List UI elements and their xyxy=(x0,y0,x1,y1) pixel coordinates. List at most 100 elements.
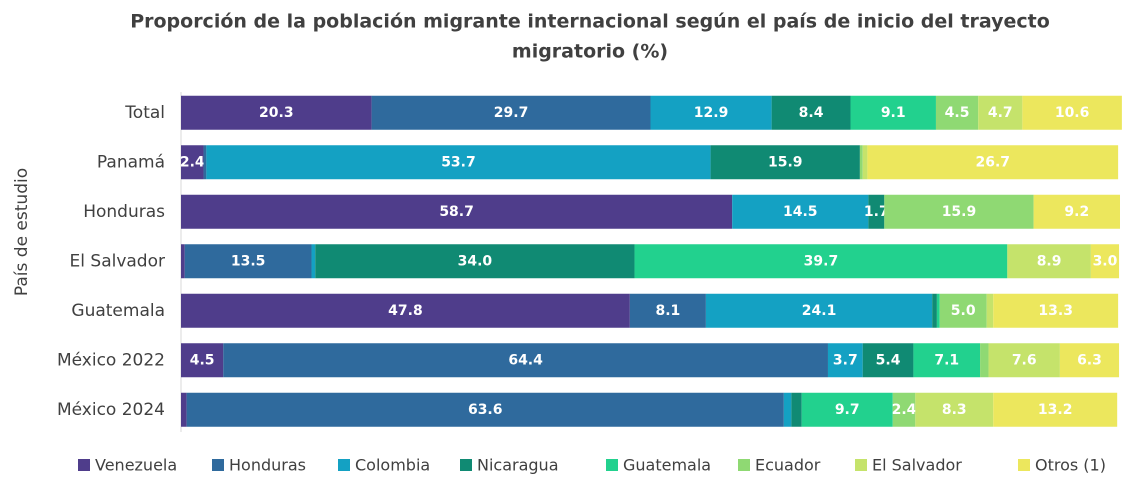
bar-segment xyxy=(203,145,207,180)
bar-segment xyxy=(181,194,733,229)
bar-segment xyxy=(223,343,828,378)
bar-segment xyxy=(913,343,981,378)
data-label: 53.7 xyxy=(441,154,476,170)
bar-segment xyxy=(1090,244,1120,279)
legend-swatch xyxy=(460,459,472,471)
bar-segment xyxy=(771,95,851,130)
data-label: 39.7 xyxy=(804,253,839,269)
data-label: 34.0 xyxy=(458,253,493,269)
bar-segment xyxy=(732,194,869,229)
bar-segment xyxy=(862,343,914,378)
legend-label: Venezuela xyxy=(95,456,177,475)
data-label: 5.4 xyxy=(876,352,901,368)
bar-segment xyxy=(980,343,989,378)
bar-segment xyxy=(1059,343,1120,378)
legend-swatch xyxy=(855,459,867,471)
bar-segment xyxy=(783,392,792,427)
bar-segment xyxy=(827,343,863,378)
chart-title: migratorio (%) xyxy=(512,41,668,63)
legend-swatch xyxy=(338,459,350,471)
y-tick-label: Guatemala xyxy=(71,301,165,321)
data-label: 10.6 xyxy=(1055,105,1090,121)
data-label: 6.3 xyxy=(1077,352,1102,368)
data-label: 4.5 xyxy=(190,352,215,368)
chart-title: Proporción de la población migrante inte… xyxy=(130,11,1050,33)
bar-segment xyxy=(867,145,1119,180)
bar-segment xyxy=(181,145,204,180)
data-label: 64.4 xyxy=(508,352,543,368)
y-tick-label: Honduras xyxy=(83,202,165,222)
bar-segment xyxy=(705,293,933,328)
bar-segment xyxy=(184,244,312,279)
bar-segment xyxy=(932,293,937,328)
legend-label: Colombia xyxy=(355,456,430,475)
data-label: 20.3 xyxy=(259,105,294,121)
legend-swatch xyxy=(738,459,750,471)
data-label: 14.5 xyxy=(783,204,818,220)
legend-label: Nicaragua xyxy=(477,456,559,475)
data-label: 15.9 xyxy=(942,204,977,220)
data-label: 3.7 xyxy=(833,352,858,368)
bar-segment xyxy=(315,244,635,279)
data-label: 63.6 xyxy=(468,402,503,418)
legend-label: Otros (1) xyxy=(1035,456,1106,475)
data-label: 13.3 xyxy=(1038,303,1073,319)
data-label: 5.0 xyxy=(951,303,976,319)
data-label: 8.9 xyxy=(1037,253,1062,269)
bar-segment xyxy=(801,392,893,427)
bar-segment xyxy=(181,343,224,378)
data-label: 15.9 xyxy=(768,154,803,170)
bar-segment xyxy=(1022,95,1122,130)
bar-segment xyxy=(1007,244,1091,279)
y-axis-label: País de estudio xyxy=(12,168,32,296)
data-label: 9.1 xyxy=(881,105,906,121)
data-label: 4.5 xyxy=(945,105,970,121)
data-label: 9.7 xyxy=(835,402,860,418)
bar-segment xyxy=(862,145,868,180)
data-label: 3.0 xyxy=(1093,253,1118,269)
data-label: 2.4 xyxy=(180,154,205,170)
data-label: 8.1 xyxy=(655,303,680,319)
bar-segment xyxy=(181,392,187,427)
data-label: 8.4 xyxy=(799,105,824,121)
legend-label: Guatemala xyxy=(623,456,711,475)
data-label: 7.1 xyxy=(934,352,959,368)
bar-segment xyxy=(791,392,802,427)
data-label: 4.7 xyxy=(988,105,1013,121)
legend-swatch xyxy=(1018,459,1030,471)
bar-segment xyxy=(939,293,987,328)
legend-swatch xyxy=(606,459,618,471)
bar-segment xyxy=(181,95,372,130)
data-label: 13.2 xyxy=(1038,402,1073,418)
bar-segment xyxy=(978,95,1023,130)
data-label: 7.6 xyxy=(1012,352,1037,368)
data-label: 12.9 xyxy=(694,105,729,121)
bar-segment xyxy=(936,293,940,328)
data-label: 8.3 xyxy=(942,402,967,418)
bar-segment xyxy=(650,95,772,130)
bar-segment xyxy=(206,145,711,180)
data-label: 1.7 xyxy=(864,204,889,220)
legend-swatch xyxy=(78,459,90,471)
bar-segment xyxy=(993,392,1118,427)
y-tick-label: Panamá xyxy=(97,152,165,172)
data-label: 2.4 xyxy=(892,402,917,418)
data-label: 13.5 xyxy=(231,253,266,269)
bar-segment xyxy=(181,244,185,279)
bar-segment xyxy=(186,392,784,427)
bar-segment xyxy=(993,293,1119,328)
bar-segment xyxy=(311,244,316,279)
bar-segment xyxy=(181,293,630,328)
bar-segment xyxy=(371,95,651,130)
bar-segment xyxy=(892,392,916,427)
bar-segment xyxy=(629,293,706,328)
bar-segment xyxy=(988,343,1060,378)
bar-segment xyxy=(915,392,994,427)
bar-segment xyxy=(859,145,863,180)
bar-segment xyxy=(634,244,1008,279)
data-label: 29.7 xyxy=(494,105,529,121)
bar-segment xyxy=(710,145,860,180)
bar-segment xyxy=(850,95,936,130)
y-tick-label: México 2022 xyxy=(57,350,165,370)
